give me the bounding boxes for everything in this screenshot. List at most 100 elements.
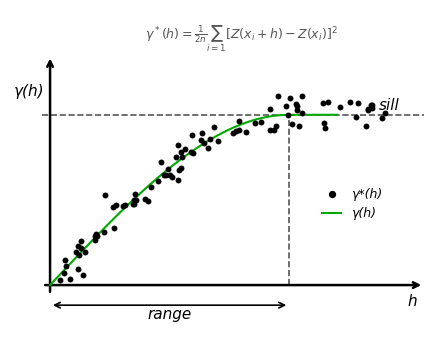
Point bbox=[364, 107, 371, 112]
Point bbox=[67, 277, 74, 282]
Point bbox=[178, 154, 185, 160]
Point bbox=[364, 106, 371, 112]
Point bbox=[210, 124, 217, 130]
Point bbox=[102, 192, 109, 198]
Point bbox=[367, 102, 374, 107]
Point bbox=[235, 127, 242, 132]
Point bbox=[229, 131, 236, 136]
Point bbox=[57, 278, 64, 283]
Point bbox=[297, 93, 304, 99]
Point bbox=[72, 249, 79, 254]
Point bbox=[272, 123, 279, 129]
Point bbox=[362, 124, 369, 129]
Point bbox=[181, 146, 188, 152]
Point bbox=[188, 132, 195, 137]
Point bbox=[120, 203, 127, 209]
Point bbox=[198, 131, 205, 136]
Point bbox=[200, 141, 207, 146]
Point bbox=[295, 123, 302, 128]
Point bbox=[257, 120, 264, 125]
Point bbox=[368, 105, 375, 111]
Point bbox=[336, 104, 343, 109]
Point bbox=[61, 258, 68, 263]
Point bbox=[197, 137, 204, 142]
Point bbox=[205, 136, 212, 142]
Point bbox=[60, 271, 67, 276]
Point bbox=[177, 149, 184, 155]
Point bbox=[154, 178, 161, 183]
Point bbox=[141, 197, 148, 202]
Text: h: h bbox=[407, 294, 416, 309]
Point bbox=[79, 272, 86, 278]
Point bbox=[214, 138, 221, 144]
Point bbox=[251, 120, 258, 125]
Legend: γ*(h), γ(h): γ*(h), γ(h) bbox=[317, 183, 386, 225]
Point bbox=[132, 198, 139, 203]
Text: range: range bbox=[147, 307, 191, 322]
Point bbox=[101, 229, 108, 234]
Point bbox=[381, 110, 388, 115]
Point bbox=[204, 145, 211, 151]
Point bbox=[292, 101, 299, 106]
Point bbox=[298, 111, 305, 116]
Point bbox=[235, 118, 242, 124]
Point bbox=[121, 202, 128, 208]
Point bbox=[112, 202, 119, 207]
Point bbox=[175, 167, 182, 172]
Point bbox=[110, 225, 117, 231]
Point bbox=[162, 173, 170, 178]
Point bbox=[324, 99, 331, 105]
Point bbox=[284, 112, 291, 118]
Point bbox=[292, 103, 299, 108]
Point bbox=[74, 266, 81, 272]
Point bbox=[187, 149, 194, 155]
Point bbox=[91, 234, 98, 239]
Text: sill: sill bbox=[378, 98, 399, 113]
Point bbox=[353, 101, 360, 106]
Point bbox=[168, 174, 175, 179]
Point bbox=[76, 253, 83, 258]
Point bbox=[130, 197, 137, 202]
Point bbox=[144, 198, 151, 203]
Point bbox=[368, 102, 375, 108]
Point bbox=[131, 191, 138, 197]
Point bbox=[189, 150, 196, 156]
Point bbox=[81, 250, 88, 255]
Point bbox=[378, 115, 385, 121]
Point bbox=[232, 129, 239, 134]
Point bbox=[109, 204, 116, 210]
Point bbox=[266, 106, 273, 112]
Point bbox=[177, 166, 184, 171]
Point bbox=[160, 172, 167, 178]
Text: $\gamma^*(h) = \frac{1}{2n}\sum_{i=1}[Z(x_i+h)-Z(x_i)]^2$: $\gamma^*(h) = \frac{1}{2n}\sum_{i=1}[Z(… bbox=[145, 24, 337, 54]
Point bbox=[288, 121, 295, 127]
Point bbox=[172, 154, 179, 159]
Point bbox=[175, 177, 182, 183]
Point bbox=[77, 245, 84, 250]
Text: γ(h): γ(h) bbox=[14, 84, 44, 99]
Point bbox=[318, 100, 325, 105]
Point bbox=[286, 96, 293, 101]
Point bbox=[147, 185, 154, 190]
Point bbox=[157, 159, 164, 165]
Point bbox=[74, 243, 81, 248]
Point bbox=[164, 166, 171, 172]
Point bbox=[320, 120, 327, 126]
Point bbox=[78, 238, 85, 244]
Point bbox=[62, 263, 69, 269]
Point bbox=[242, 129, 249, 135]
Point bbox=[131, 201, 138, 206]
Point bbox=[129, 201, 136, 206]
Point bbox=[293, 107, 300, 113]
Point bbox=[93, 231, 100, 236]
Point bbox=[91, 237, 98, 243]
Point bbox=[273, 93, 280, 99]
Point bbox=[270, 127, 277, 133]
Point bbox=[345, 100, 352, 105]
Point bbox=[166, 173, 173, 178]
Point bbox=[266, 127, 273, 133]
Point bbox=[282, 103, 289, 108]
Point bbox=[93, 234, 100, 239]
Point bbox=[352, 114, 359, 119]
Point bbox=[174, 142, 181, 148]
